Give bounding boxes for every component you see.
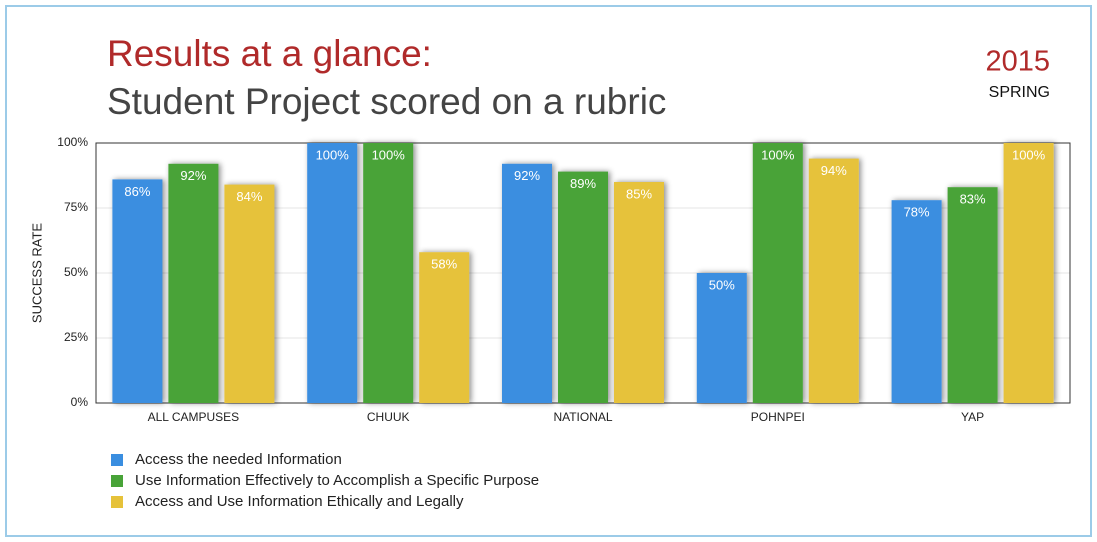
- value-label: 58%: [431, 257, 457, 272]
- value-label: 86%: [124, 184, 150, 199]
- value-label: 100%: [761, 147, 795, 162]
- chart-title: Results at a glance:: [107, 33, 432, 74]
- y-tick-label: 75%: [64, 200, 88, 214]
- x-tick-label: POHNPEI: [751, 410, 805, 424]
- bar: [307, 143, 358, 403]
- value-label: 92%: [180, 168, 206, 183]
- bar: [558, 171, 608, 403]
- value-label: 89%: [570, 176, 596, 191]
- bar: [502, 163, 552, 403]
- legend-swatch: [111, 475, 123, 487]
- value-label: 78%: [904, 205, 930, 220]
- value-label: 83%: [960, 192, 986, 207]
- y-tick-label: 50%: [64, 265, 88, 279]
- y-axis-label: SUCCESS RATE: [29, 223, 44, 323]
- bar: [112, 179, 163, 403]
- legend-swatch: [111, 496, 123, 508]
- bar: [614, 182, 664, 403]
- value-label: 94%: [821, 163, 847, 178]
- bar: [947, 187, 998, 403]
- y-tick-label: 25%: [64, 330, 88, 344]
- x-tick-label: CHUUK: [367, 410, 410, 424]
- value-label: 50%: [709, 277, 735, 292]
- x-tick-label: YAP: [961, 410, 984, 424]
- bar: [224, 184, 275, 403]
- bar: [696, 273, 747, 403]
- value-label: 92%: [514, 168, 540, 183]
- value-label: 100%: [316, 147, 350, 162]
- bar: [808, 158, 859, 403]
- y-tick-label: 0%: [71, 395, 89, 409]
- bar: [419, 252, 470, 403]
- y-tick-label: 100%: [57, 135, 88, 149]
- x-tick-label: ALL CAMPUSES: [148, 410, 240, 424]
- value-label: 85%: [626, 186, 652, 201]
- legend-label: Access the needed Information: [135, 451, 342, 468]
- bar: [752, 143, 803, 403]
- bar: [891, 200, 942, 403]
- legend-label: Access and Use Information Ethically and…: [135, 493, 464, 510]
- legend-swatch: [111, 454, 123, 466]
- year: 2015: [985, 46, 1050, 78]
- term: SPRING: [989, 84, 1050, 101]
- value-label: 84%: [236, 189, 262, 204]
- bar: [363, 143, 414, 403]
- bar: [168, 163, 219, 403]
- chart-subtitle: Student Project scored on a rubric: [107, 81, 666, 122]
- legend-label: Use Information Effectively to Accomplis…: [135, 472, 539, 489]
- bar: [1003, 143, 1054, 403]
- value-label: 100%: [372, 147, 406, 162]
- value-label: 100%: [1012, 147, 1046, 162]
- x-tick-label: NATIONAL: [553, 410, 612, 424]
